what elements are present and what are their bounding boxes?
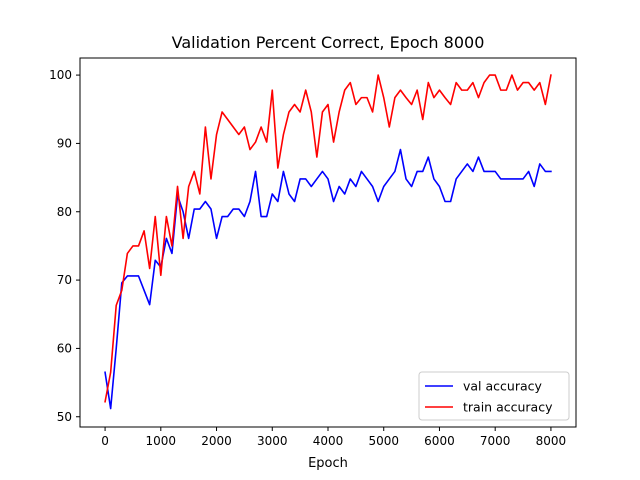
x-tick-label: 6000 <box>424 434 455 448</box>
x-tick-label: 4000 <box>313 434 344 448</box>
x-tick-label: 8000 <box>536 434 567 448</box>
x-tick-label: 0 <box>101 434 109 448</box>
y-tick-label: 70 <box>57 273 72 287</box>
y-tick-label: 90 <box>57 136 72 150</box>
y-tick-label: 60 <box>57 341 72 355</box>
legend-box <box>418 371 570 421</box>
chart-title: Validation Percent Correct, Epoch 8000 <box>172 33 485 52</box>
y-tick-label: 50 <box>57 410 72 424</box>
x-axis-label: Epoch <box>308 456 348 471</box>
x-tick-label: 1000 <box>146 434 177 448</box>
plot-area <box>104 74 552 410</box>
y-tick-label: 100 <box>49 68 72 82</box>
x-tick-label: 3000 <box>257 434 288 448</box>
legend-label: train accuracy <box>463 400 553 415</box>
legend: val accuracy train accuracy <box>418 371 570 421</box>
y-tick-label: 80 <box>57 205 72 219</box>
x-tick-label: 7000 <box>480 434 511 448</box>
series-line-train-accuracy <box>104 74 552 403</box>
legend-label: val accuracy <box>463 379 543 394</box>
x-tick-label: 5000 <box>368 434 399 448</box>
x-tick-label: 2000 <box>201 434 232 448</box>
